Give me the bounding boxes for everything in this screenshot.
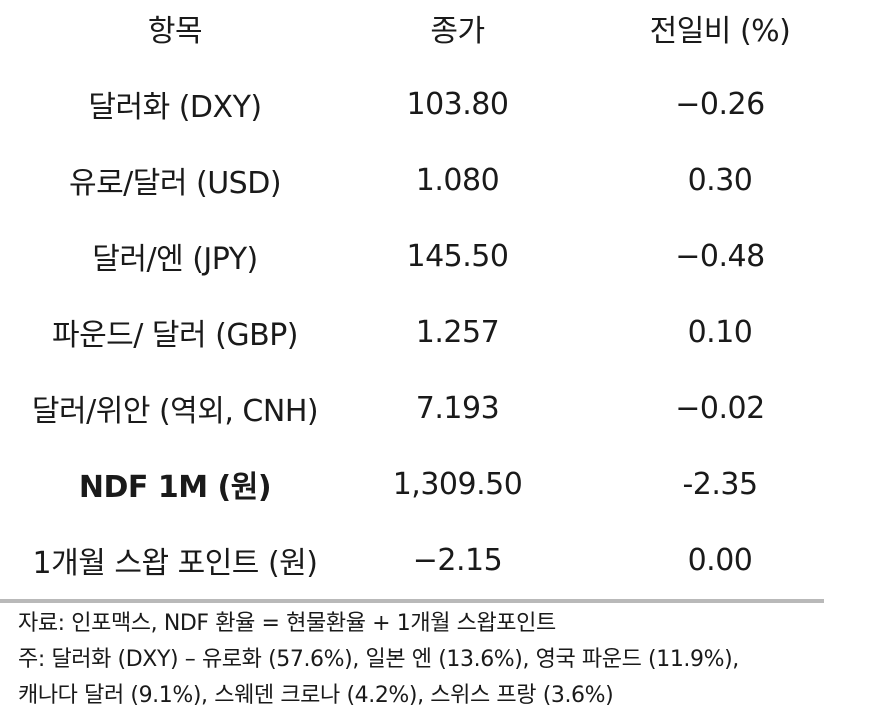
row-item: 유로/달러 (USD) [68,166,282,201]
row-close: 7.193 [415,390,500,426]
row-item: 달러/위안 (역외, CNH) [31,394,319,429]
source-note: 자료: 인포맥스, NDF 환율 = 현물환율 + 1개월 스왑포인트 [18,611,556,636]
header-change: 전일비 (%) [649,14,791,49]
table-row: 파운드/ 달러 (GBP) 1.257 0.10 [0,294,882,370]
row-close: 1.257 [415,314,500,350]
row-change: 0.00 [687,542,753,578]
row-change: −0.48 [675,238,765,274]
row-change: −0.02 [675,390,765,426]
table-row: 달러/엔 (JPY) 145.50 −0.48 [0,218,882,294]
table-row: 달러화 (DXY) 103.80 −0.26 [0,66,882,142]
header-close: 종가 [430,14,485,49]
table-row: 유로/달러 (USD) 1.080 0.30 [0,142,882,218]
row-close: 1,309.50 [392,466,523,502]
footnotes: 자료: 인포맥스, NDF 환율 = 현물환율 + 1개월 스왑포인트 주: 달… [18,606,878,714]
row-item: 달러/엔 (JPY) [92,242,258,277]
table-row: 1개월 스왑 포인트 (원) −2.15 0.00 [0,522,882,598]
table-row: NDF 1M (원) 1,309.50 -2.35 [0,446,882,522]
row-change: −0.26 [675,86,765,122]
row-item: 파운드/ 달러 (GBP) [51,318,299,353]
row-item: 1개월 스왑 포인트 (원) [32,546,318,581]
row-change: 0.30 [687,162,753,198]
row-item: NDF 1M (원) [78,470,272,505]
table-header-row: 항목 종가 전일비 (%) [0,0,882,56]
table-divider [0,599,824,603]
row-close: 103.80 [406,86,509,122]
composition-note-cont: 캐나다 달러 (9.1%), 스웨덴 크로나 (4.2%), 스위스 프랑 (3… [18,683,614,708]
header-item: 항목 [147,14,203,49]
composition-note: 주: 달러화 (DXY) – 유로화 (57.6%), 일본 엔 (13.6%)… [18,647,739,672]
row-change: 0.10 [687,314,753,350]
table-row: 달러/위안 (역외, CNH) 7.193 −0.02 [0,370,882,446]
fx-table: 항목 종가 전일비 (%) 달러화 (DXY) 103.80 −0.26 유로/… [0,0,882,598]
row-close: 1.080 [415,162,500,198]
row-close: −2.15 [412,542,503,578]
row-close: 145.50 [406,238,509,274]
row-item: 달러화 (DXY) [88,90,262,125]
row-change: -2.35 [682,466,758,502]
